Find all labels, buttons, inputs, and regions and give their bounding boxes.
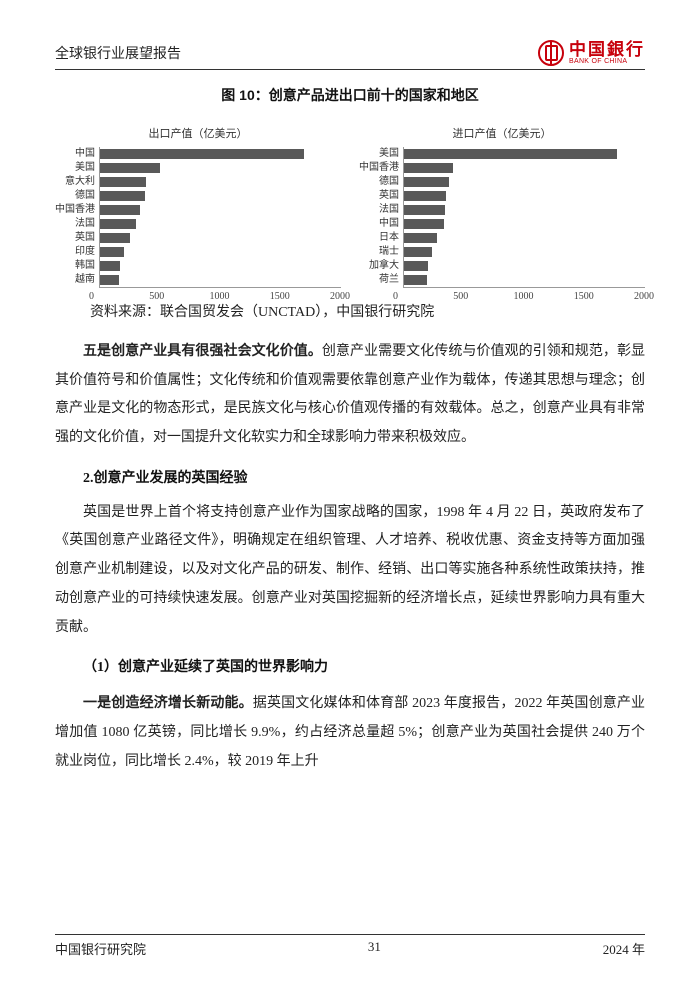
y-label: 法国 (359, 203, 399, 217)
bar-row (100, 245, 341, 259)
y-label: 加拿大 (359, 259, 399, 273)
bar-row (100, 203, 341, 217)
p3-lead: 一是创造经济增长新动能。 (83, 694, 253, 710)
paragraph-3: 一是创造经济增长新动能。据英国文化媒体和体育部 2023 年度报告，2022 年… (55, 688, 645, 776)
y-label: 德国 (359, 175, 399, 189)
bar (100, 275, 119, 285)
bar (100, 247, 124, 257)
charts-container: 出口产值（亿美元） 中国美国意大利德国中国香港法国英国印度韩国越南 050010… (55, 125, 645, 291)
bar-row (100, 273, 341, 287)
y-label: 英国 (55, 231, 95, 245)
bar-row (100, 175, 341, 189)
bar (404, 275, 427, 285)
bar-row (404, 259, 645, 273)
header-title: 全球银行业展望报告 (55, 43, 181, 63)
heading-3: （1）创意产业延续了英国的世界影响力 (55, 656, 645, 676)
export-chart: 出口产值（亿美元） 中国美国意大利德国中国香港法国英国印度韩国越南 050010… (55, 125, 341, 291)
p1-lead: 五是创意产业具有很强社会文化价值。 (83, 342, 322, 358)
y-label: 越南 (55, 273, 95, 287)
boc-logo-icon (538, 40, 564, 66)
y-label: 美国 (55, 161, 95, 175)
bar-row (404, 161, 645, 175)
y-label: 英国 (359, 189, 399, 203)
bar (404, 261, 428, 271)
bar-row (404, 231, 645, 245)
bar (100, 149, 304, 159)
bar-row (404, 203, 645, 217)
y-label: 荷兰 (359, 273, 399, 287)
import-chart-title: 进口产值（亿美元） (359, 125, 645, 141)
import-chart: 进口产值（亿美元） 美国中国香港德国英国法国中国日本瑞士加拿大荷兰 050010… (359, 125, 645, 291)
import-y-labels: 美国中国香港德国英国法国中国日本瑞士加拿大荷兰 (359, 147, 403, 288)
bar-row (404, 217, 645, 231)
bar (404, 247, 432, 257)
bar (404, 163, 453, 173)
page-footer: 中国银行研究院 31 2024 年 (55, 934, 645, 958)
bar-row (100, 217, 341, 231)
y-label: 中国香港 (55, 203, 95, 217)
bar (100, 205, 140, 215)
bar-row (404, 273, 645, 287)
bar (404, 233, 437, 243)
export-chart-title: 出口产值（亿美元） (55, 125, 341, 141)
export-y-labels: 中国美国意大利德国中国香港法国英国印度韩国越南 (55, 147, 99, 288)
y-label: 意大利 (55, 175, 95, 189)
bar (100, 219, 136, 229)
boc-brand: 中国銀行 BANK OF CHINA (538, 40, 645, 66)
y-label: 法国 (55, 217, 95, 231)
bar (404, 219, 444, 229)
y-label: 韩国 (55, 259, 95, 273)
y-label: 日本 (359, 231, 399, 245)
boc-name-cn: 中国銀行 (569, 41, 645, 58)
footer-right: 2024 年 (603, 939, 645, 958)
y-label: 印度 (55, 245, 95, 259)
bar-row (100, 231, 341, 245)
bar-row (404, 245, 645, 259)
bar-row (404, 147, 645, 161)
boc-name-en: BANK OF CHINA (569, 58, 645, 65)
y-label: 中国 (55, 147, 95, 161)
bar (100, 261, 120, 271)
heading-2: 2.创意产业发展的英国经验 (55, 467, 645, 487)
bar (100, 233, 130, 243)
y-label: 中国香港 (359, 161, 399, 175)
y-label: 美国 (359, 147, 399, 161)
bar (100, 191, 145, 201)
y-label: 瑞士 (359, 245, 399, 259)
bar-row (100, 189, 341, 203)
page-header: 全球银行业展望报告 中国銀行 BANK OF CHINA (55, 40, 645, 70)
paragraph-1: 五是创意产业具有很强社会文化价值。创意产业需要文化传统与价值观的引领和规范，彰显… (55, 336, 645, 453)
bar-row (404, 189, 645, 203)
import-bars (404, 147, 645, 287)
paragraph-2: 英国是世界上首个将支持创意产业作为国家战略的国家，1998 年 4 月 22 日… (55, 499, 645, 642)
footer-page-number: 31 (368, 939, 381, 958)
p1-body: 创意产业需要文化传统与价值观的引领和规范，彰显其价值符号和价值属性；文化传统和价… (55, 344, 645, 445)
y-label: 中国 (359, 217, 399, 231)
bar (404, 177, 449, 187)
bar (404, 149, 617, 159)
footer-left: 中国银行研究院 (55, 939, 146, 958)
figure-source: 资料来源：联合国贸发会（UNCTAD），中国银行研究院 (90, 301, 645, 321)
bar-row (100, 161, 341, 175)
export-bars (100, 147, 341, 287)
bar-row (100, 259, 341, 273)
figure-title: 图 10：创意产品进出口前十的国家和地区 (55, 85, 645, 105)
bar (100, 177, 146, 187)
bar (404, 191, 446, 201)
bar (100, 163, 160, 173)
bar-row (404, 175, 645, 189)
bar (404, 205, 445, 215)
y-label: 德国 (55, 189, 95, 203)
bar-row (100, 147, 341, 161)
